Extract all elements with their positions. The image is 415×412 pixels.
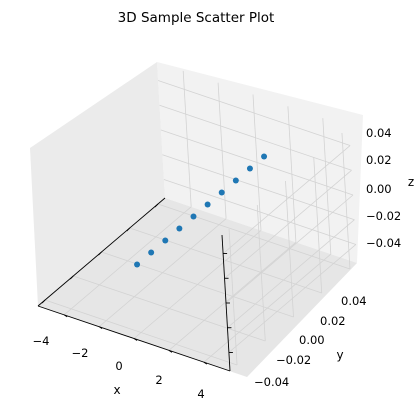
y-tick-label: 0.02 bbox=[320, 314, 346, 328]
y-tick-label: −0.04 bbox=[254, 375, 289, 389]
grid-lines bbox=[44, 70, 357, 366]
grid-line bbox=[133, 230, 262, 339]
grid-line bbox=[63, 206, 192, 316]
data-point bbox=[246, 165, 253, 172]
z-tick-label: 0.04 bbox=[366, 126, 392, 140]
y-tick-labels: −0.04 −0.02 0.00 0.02 0.04 bbox=[254, 294, 367, 389]
pane-back-x bbox=[157, 62, 363, 263]
z-tick-label: −0.02 bbox=[366, 209, 401, 223]
data-point bbox=[232, 177, 239, 184]
data-point bbox=[134, 261, 141, 268]
x-tick-mark bbox=[154, 203, 159, 208]
z-axis-label: z bbox=[408, 175, 414, 189]
data-point bbox=[261, 153, 268, 160]
pane-floor bbox=[38, 198, 357, 377]
pane-back-y bbox=[30, 62, 165, 306]
y-tick-label: −0.02 bbox=[276, 353, 311, 367]
z-tick-label: −0.04 bbox=[366, 236, 401, 250]
y-tick-mark bbox=[133, 338, 138, 341]
grid-line bbox=[157, 80, 351, 146]
y-tick-mark bbox=[203, 361, 208, 365]
grid-line bbox=[163, 179, 357, 245]
grid-line bbox=[222, 145, 351, 254]
x-tick-mark bbox=[41, 299, 46, 304]
z-tick-label: 0.00 bbox=[366, 182, 392, 196]
x-tick-label: 0 bbox=[115, 359, 122, 373]
grid-line bbox=[228, 244, 357, 353]
x-tick-label: 4 bbox=[197, 387, 204, 401]
x-tick-mark bbox=[126, 227, 131, 232]
grid-line bbox=[224, 169, 352, 279]
x-axis-label: x bbox=[113, 383, 120, 397]
chart-title: 3D Sample Scatter Plot bbox=[118, 10, 275, 26]
data-point bbox=[190, 213, 197, 220]
axes bbox=[37, 197, 233, 372]
grid-line bbox=[168, 242, 297, 351]
y-tick-label: 0.00 bbox=[299, 333, 325, 347]
y-tick-mark bbox=[168, 349, 173, 353]
x-tick-mark bbox=[69, 275, 74, 280]
x-tick-label: 2 bbox=[155, 373, 162, 387]
grid-line bbox=[162, 154, 355, 221]
data-point bbox=[204, 201, 211, 208]
data-point bbox=[162, 237, 169, 244]
x-tick-label: −4 bbox=[33, 334, 50, 348]
data-points bbox=[134, 153, 268, 268]
x-tick-mark bbox=[98, 251, 102, 256]
z-tick-labels: −0.04 −0.02 0.00 0.02 0.04 bbox=[366, 126, 401, 250]
x-tick-label: −2 bbox=[72, 346, 89, 360]
grid-line bbox=[98, 218, 227, 327]
grid-line bbox=[225, 194, 354, 304]
data-point bbox=[176, 225, 183, 232]
z-tick-label: 0.02 bbox=[366, 153, 392, 167]
y-tick-label: 0.04 bbox=[341, 294, 367, 308]
data-point bbox=[218, 189, 225, 196]
y-axis-label: y bbox=[336, 348, 343, 362]
x-tick-labels: −4 −2 0 2 4 bbox=[33, 334, 205, 401]
grid-line bbox=[227, 219, 355, 329]
grid-line bbox=[160, 129, 354, 196]
y-tick-mark bbox=[63, 314, 68, 318]
y-tick-mark bbox=[98, 326, 103, 330]
data-point bbox=[148, 249, 155, 256]
grid-line bbox=[203, 253, 332, 363]
grid-line bbox=[159, 104, 352, 171]
